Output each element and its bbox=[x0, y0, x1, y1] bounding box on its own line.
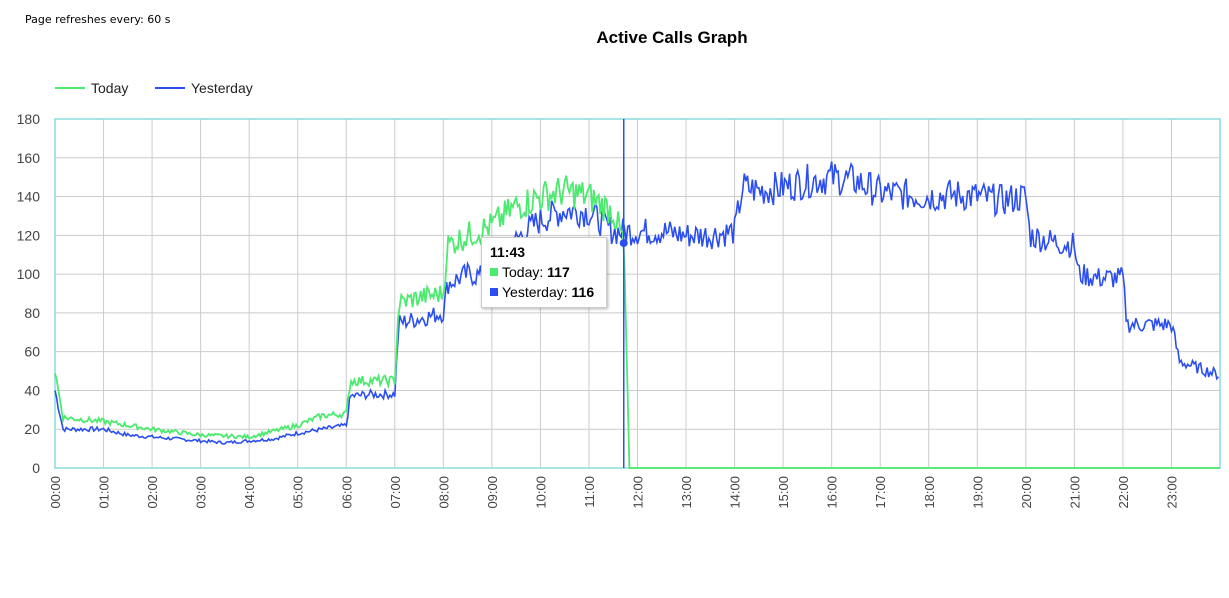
x-tick-label: 12:00 bbox=[631, 476, 646, 509]
x-tick-label: 18:00 bbox=[922, 476, 937, 509]
x-tick-label: 17:00 bbox=[873, 476, 888, 509]
chart-tooltip: 11:43 Today: 117 Yesterday: 116 bbox=[481, 237, 607, 308]
x-tick-label: 19:00 bbox=[970, 476, 985, 509]
tooltip-time: 11:43 bbox=[490, 244, 526, 260]
y-tick-label: 0 bbox=[32, 460, 40, 476]
y-tick-label: 120 bbox=[17, 227, 41, 243]
series-line-yesterday bbox=[54, 161, 1220, 445]
x-tick-label: 00:00 bbox=[48, 476, 63, 509]
x-tick-label: 16:00 bbox=[825, 476, 840, 509]
today-swatch bbox=[490, 268, 498, 276]
tooltip-yesterday-label: Yesterday: bbox=[502, 284, 572, 300]
x-tick-label: 21:00 bbox=[1067, 476, 1082, 509]
x-tick-label: 04:00 bbox=[242, 476, 257, 509]
tooltip-today-label: Today: bbox=[502, 264, 548, 280]
hover-point bbox=[619, 239, 628, 248]
x-tick-label: 13:00 bbox=[679, 476, 694, 509]
legend-label-today: Today bbox=[91, 80, 128, 96]
x-tick-label: 15:00 bbox=[776, 476, 791, 509]
y-tick-label: 20 bbox=[24, 421, 40, 437]
tooltip-today-row: Today: 117 bbox=[490, 264, 598, 280]
y-tick-label: 140 bbox=[17, 189, 41, 205]
x-tick-label: 14:00 bbox=[728, 476, 743, 509]
y-tick-label: 80 bbox=[24, 305, 40, 321]
refresh-interval-text: Page refreshes every: 60 s bbox=[25, 13, 171, 26]
x-tick-label: 11:00 bbox=[582, 476, 597, 508]
chart-title: Active Calls Graph bbox=[596, 28, 747, 47]
x-tick-label: 01:00 bbox=[97, 476, 112, 509]
x-tick-label: 07:00 bbox=[388, 476, 403, 509]
x-tick-label: 02:00 bbox=[145, 476, 160, 509]
x-tick-label: 03:00 bbox=[194, 476, 209, 509]
x-tick-label: 10:00 bbox=[533, 476, 548, 509]
x-tick-label: 05:00 bbox=[291, 476, 306, 509]
x-tick-label: 06:00 bbox=[339, 476, 354, 509]
x-tick-label: 08:00 bbox=[436, 476, 451, 509]
y-tick-label: 180 bbox=[17, 111, 41, 127]
y-tick-label: 60 bbox=[24, 344, 40, 360]
legend-label-yesterday: Yesterday bbox=[191, 80, 253, 96]
tooltip-yesterday-value: 116 bbox=[571, 284, 595, 300]
series-line-today bbox=[54, 175, 1220, 469]
x-tick-label: 09:00 bbox=[485, 476, 500, 509]
y-tick-label: 100 bbox=[17, 266, 41, 282]
x-tick-label: 20:00 bbox=[1019, 476, 1034, 509]
tooltip-today-value: 117 bbox=[547, 264, 570, 280]
x-tick-label: 23:00 bbox=[1164, 476, 1179, 509]
tooltip-yesterday-row: Yesterday: 116 bbox=[490, 284, 598, 300]
y-tick-label: 40 bbox=[24, 382, 40, 398]
yesterday-swatch bbox=[490, 288, 498, 296]
y-tick-label: 160 bbox=[17, 150, 41, 166]
x-tick-label: 22:00 bbox=[1116, 476, 1131, 509]
